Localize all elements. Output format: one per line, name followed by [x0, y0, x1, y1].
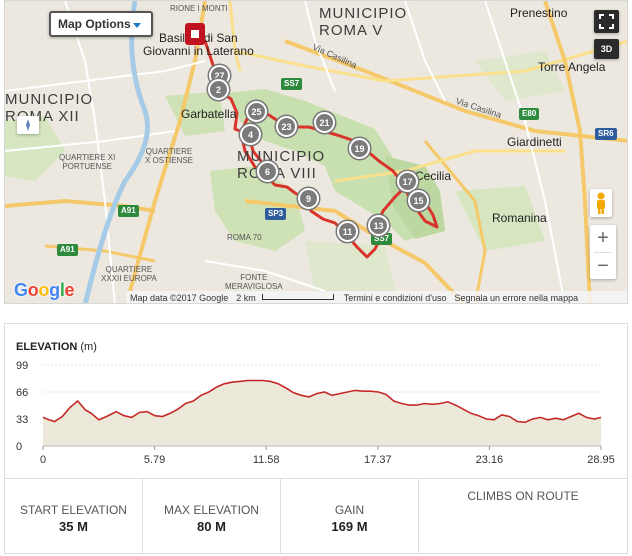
toggle-3d-button[interactable]: 3D [594, 39, 619, 59]
terms-link[interactable]: Termini e condizioni d'uso [343, 293, 447, 303]
map-options-label: Map Options [58, 17, 131, 31]
stat-climbs-on-route: CLIMBS ON ROUTE [419, 479, 627, 553]
elevation-area [43, 380, 601, 446]
route-marker-6[interactable]: 6 [257, 161, 278, 182]
map-data-credit: Map data ©2017 Google [130, 293, 229, 303]
stat-label: CLIMBS ON ROUTE [467, 489, 579, 503]
scale-label[interactable]: 2 km [236, 293, 256, 303]
chevron-down-icon [133, 23, 141, 28]
zoom-out-button[interactable]: − [597, 254, 609, 277]
x-tick-label: 28.95 [587, 454, 615, 466]
elevation-title: ELEVATION (m) [16, 341, 97, 353]
street-view-pegman-icon[interactable] [590, 189, 612, 217]
label-quartiere-portuense: QUARTIERE XI PORTUENSE [59, 153, 116, 171]
stat-value: 169 M [331, 519, 368, 534]
stat-value: 80 M [197, 519, 226, 534]
route-marker-25[interactable]: 25 [246, 101, 267, 122]
stat-max-elevation: MAX ELEVATION 80 M [143, 479, 281, 553]
route-marker-13[interactable]: 13 [368, 215, 389, 236]
stat-gain: GAIN 169 M [281, 479, 419, 553]
label-quartiere-ostiense: QUARTIERE X OSTIENSE [145, 147, 194, 165]
y-tick-label: 66 [16, 387, 28, 399]
route-marker-4[interactable]: 4 [240, 124, 261, 145]
label-rione-monti: RIONE I MONTI [170, 4, 228, 13]
elevation-line[interactable] [42, 379, 602, 424]
route-marker-11[interactable]: 11 [337, 221, 358, 242]
label-romanina: Romanina [492, 211, 547, 225]
y-tick-label: 99 [16, 360, 28, 372]
label-municipio-v: MUNICIPIO ROMA V [319, 5, 408, 39]
label-fonte-meraviglosa: FONTE MERAVIGLOSA [225, 273, 283, 291]
label-cecilia: Cecilia [415, 169, 452, 183]
route-stats: START ELEVATION 35 M MAX ELEVATION 80 M … [4, 478, 628, 554]
shield-sr6: SR6 [595, 128, 617, 140]
route-marker-2[interactable]: 2 [208, 79, 229, 100]
stat-label: START ELEVATION [20, 503, 127, 517]
shield-a91: A91 [118, 205, 139, 217]
shield-ss7: SS7 [281, 78, 303, 90]
elevation-title-text: ELEVATION [16, 341, 78, 353]
label-giardinetti: Giardinetti [507, 135, 562, 149]
label-municipio-viii: MUNICIPIO ROMA VIII [237, 148, 326, 182]
label-garbatella: Garbatella [181, 107, 237, 121]
zoom-in-button[interactable]: + [597, 227, 609, 250]
zoom-control: + − [590, 225, 616, 279]
map-options-dropdown[interactable]: Map Options [49, 11, 153, 37]
route-marker-15[interactable]: 15 [408, 190, 429, 211]
stat-value: 35 M [59, 519, 88, 534]
label-roma70: ROMA 70 [227, 233, 262, 242]
stat-label: GAIN [334, 503, 365, 517]
map-footer: Map data ©2017 Google 2 km Termini e con… [126, 291, 627, 303]
route-marker-19[interactable]: 19 [349, 138, 370, 159]
route-marker-21[interactable]: 21 [314, 112, 335, 133]
route-marker-9[interactable]: 9 [298, 188, 319, 209]
route-marker-23[interactable]: 23 [276, 116, 297, 137]
fullscreen-button[interactable] [594, 10, 619, 33]
route-map[interactable]: MUNICIPIO ROMA V MUNICIPIO ROMA VIII MUN… [4, 0, 628, 304]
y-tick-label: 0 [16, 441, 22, 453]
shield-sp3: SP3 [265, 208, 287, 220]
shield-e80: E80 [519, 108, 540, 120]
elevation-panel: 99 66 33 0 0 5.79 11.58 17.37 23.16 28.95 ELEVATI… [4, 323, 628, 479]
label-torre-angela: Torre Angela [538, 60, 606, 74]
shield-a91-south: A91 [57, 244, 78, 256]
label-prenestino: Prenestino [510, 6, 568, 20]
y-tick-label: 33 [16, 414, 28, 426]
stat-label: MAX ELEVATION [164, 503, 259, 517]
x-tick-label: 0 [40, 454, 46, 466]
x-tick-label: 17.37 [364, 454, 392, 466]
stat-start-elevation: START ELEVATION 35 M [5, 479, 143, 553]
shield-ss7-south: SS7 [371, 233, 393, 245]
x-tick-label: 5.79 [144, 454, 165, 466]
start-marker[interactable] [185, 23, 205, 45]
scale-bar [261, 294, 334, 300]
google-logo[interactable]: Google [14, 280, 75, 300]
route-marker-17[interactable]: 17 [397, 171, 418, 192]
compass-icon[interactable] [17, 116, 39, 134]
label-quartiere-eur: QUARTIERE XXXII EUROPA [101, 265, 157, 283]
elevation-unit: (m) [80, 341, 97, 353]
fullscreen-icon [599, 14, 614, 29]
x-tick-label: 23.16 [476, 454, 504, 466]
elevation-chart: 99 66 33 0 0 5.79 11.58 17.37 23.16 28.95 [16, 360, 615, 466]
x-tick-label: 11.58 [253, 454, 280, 466]
report-error-link[interactable]: Segnala un errore nella mappa [454, 293, 579, 303]
